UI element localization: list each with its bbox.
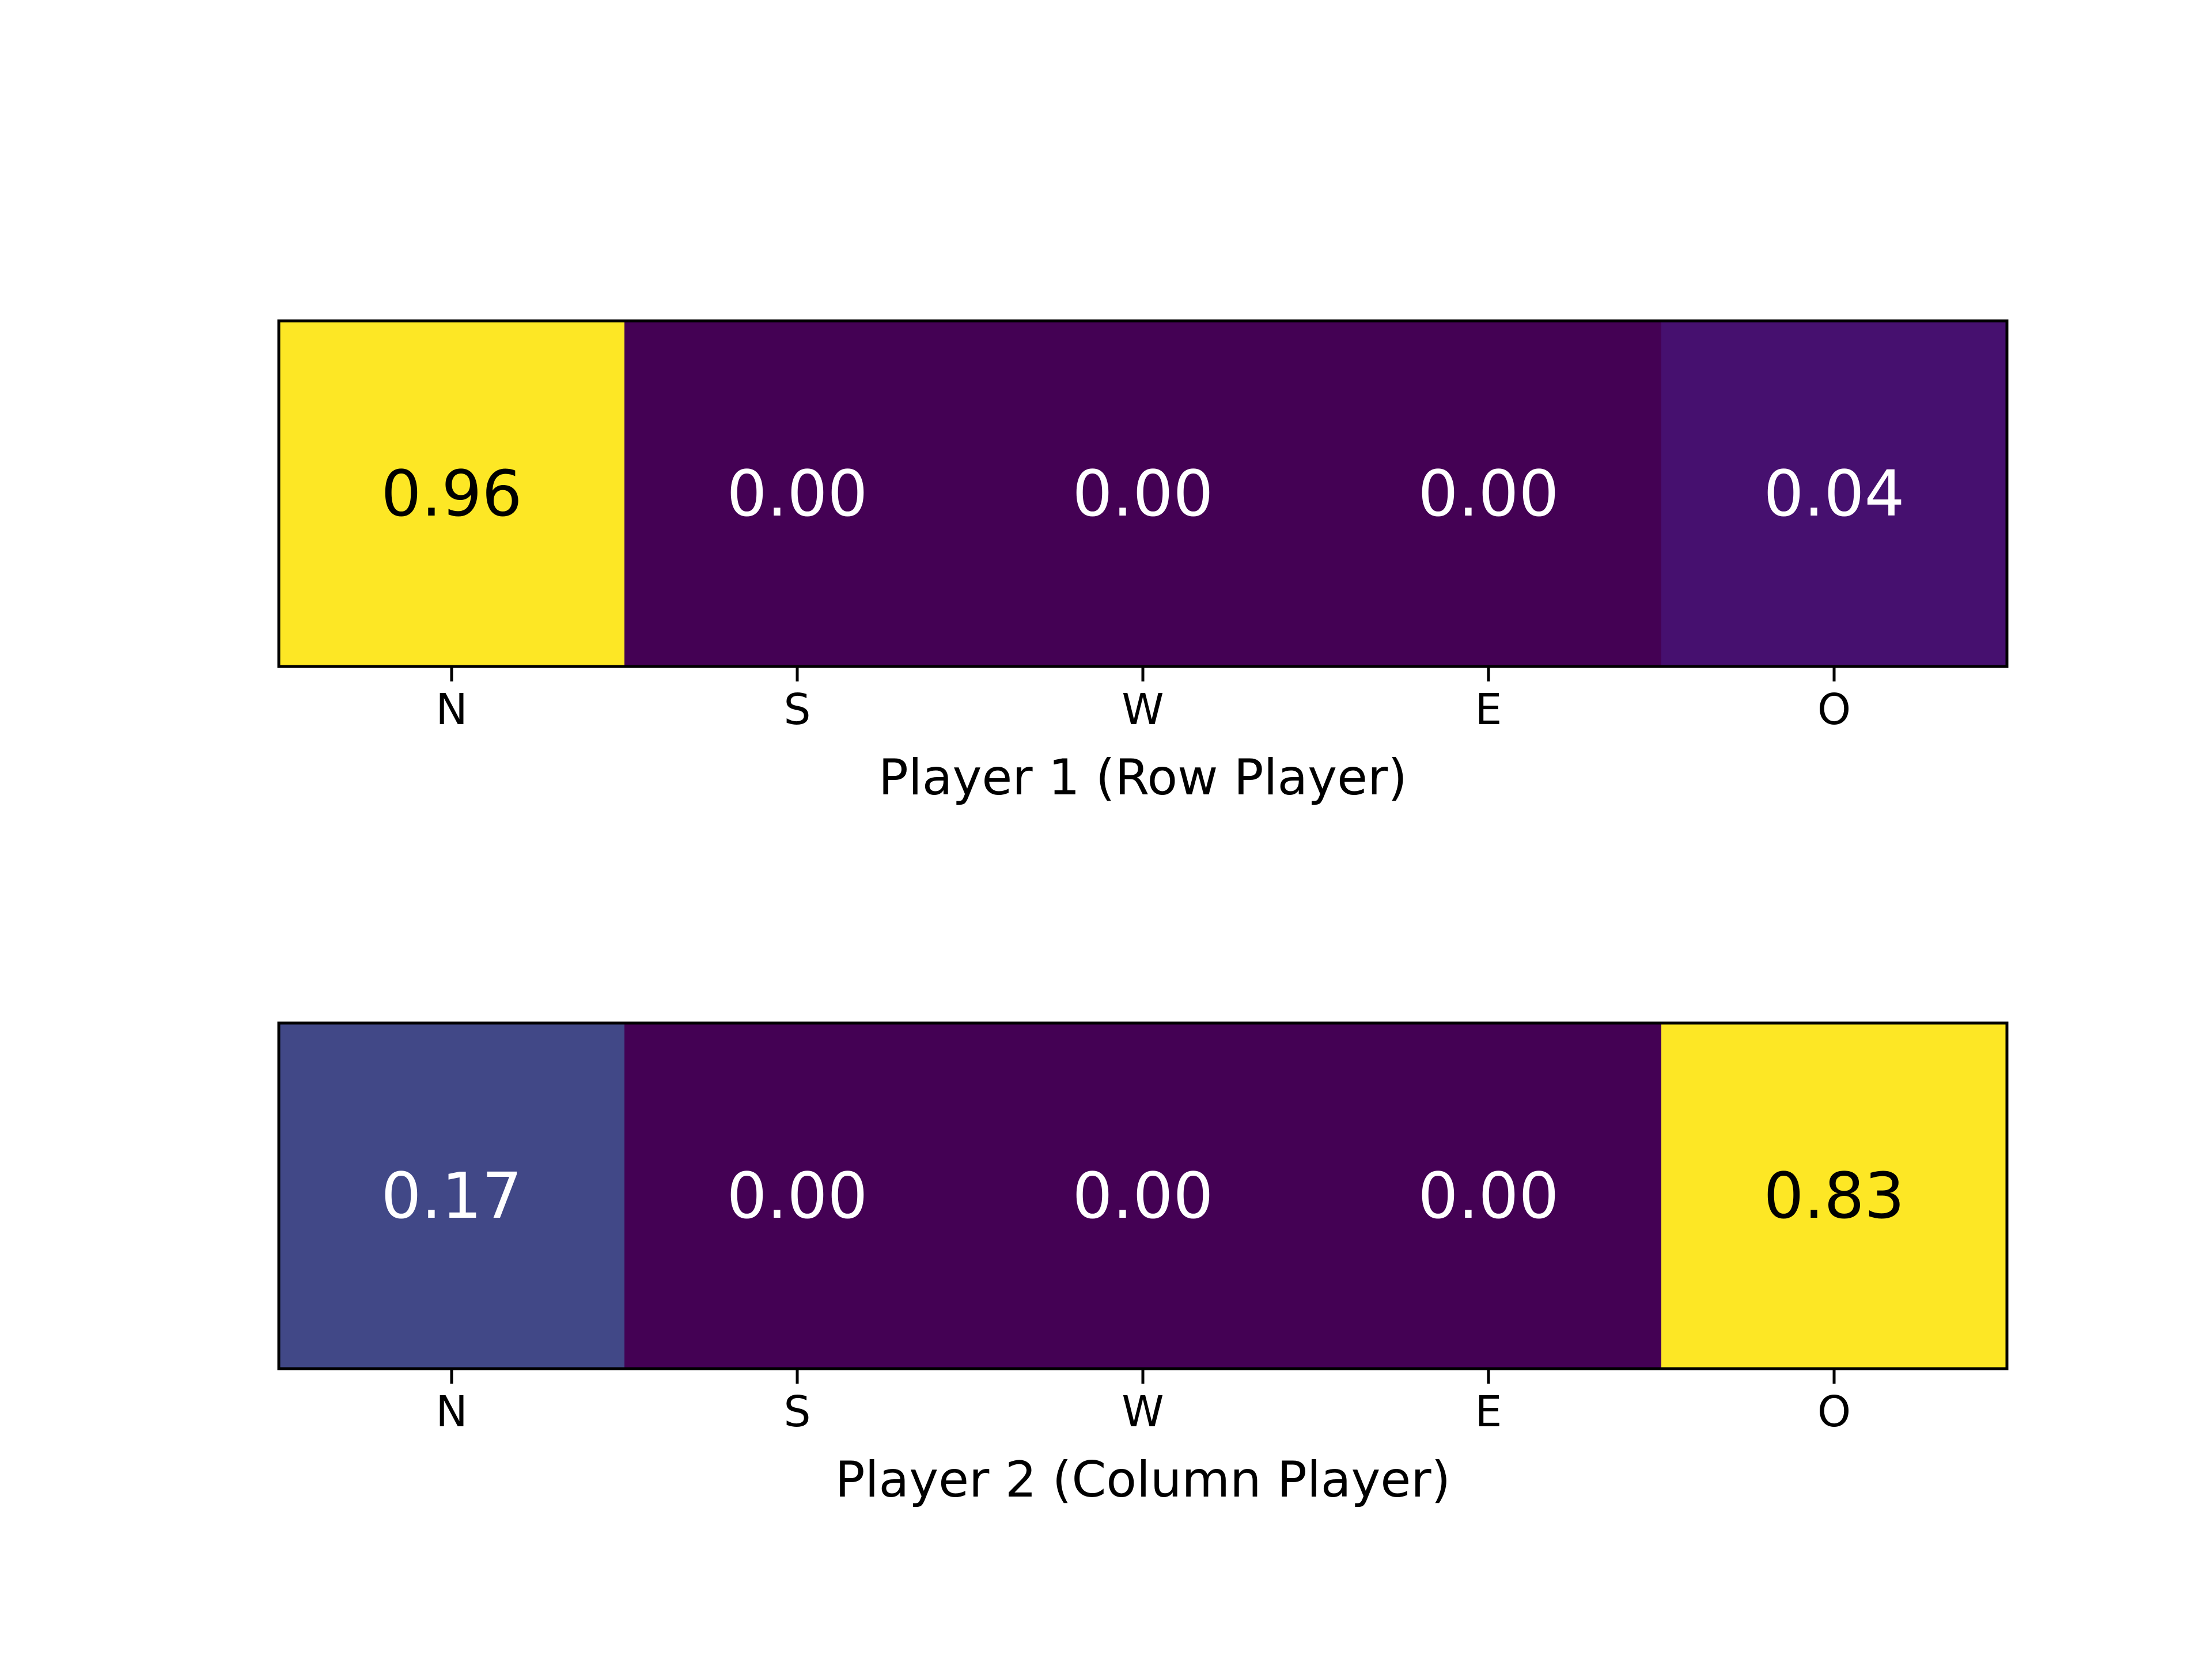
player-2-cell-w	[970, 1023, 1316, 1369]
player-1-heatmap: 0.96 0.00 0.00 0.00 0.04 N S W E O Player 1 (Row…	[277, 319, 2009, 806]
player-2-cell-value-w: 0.00	[1073, 1159, 1214, 1233]
player-1-cell-value-e: 0.00	[1418, 457, 1559, 531]
player-1-tick-label-e: E	[1475, 685, 1502, 734]
player-1-cell-value-o: 0.04	[1764, 457, 1905, 531]
player-2-cell-value-n: 0.17	[381, 1159, 522, 1233]
player-1-tick-label-n: N	[435, 685, 467, 734]
player-2-cell-e	[1316, 1023, 1662, 1369]
player-1-cell-e	[1316, 321, 1662, 666]
player-1-tick-label-o: O	[1817, 685, 1851, 734]
player-1-tick-label-w: W	[1122, 685, 1164, 734]
player-2-cell-value-o: 0.83	[1764, 1159, 1905, 1233]
player-2-tick-label-s: S	[784, 1387, 811, 1437]
player-1-cells: 0.96 0.00 0.00 0.00 0.04	[279, 321, 2008, 666]
player-2-x-axis-label: Player 2 (Column Player)	[835, 1451, 1450, 1509]
player-2-cells: 0.17 0.00 0.00 0.00 0.83	[279, 1023, 2008, 1369]
player-2-tick-label-w: W	[1122, 1387, 1164, 1437]
player-2-cell-s	[624, 1023, 971, 1369]
player-1-cell-s	[624, 321, 971, 666]
player-2-tick-label-e: E	[1475, 1387, 1502, 1437]
player-1-cell-value-w: 0.00	[1073, 457, 1214, 531]
player-1-cell-o	[1661, 321, 2008, 666]
player-1-cell-w	[970, 321, 1316, 666]
player-2-cell-value-e: 0.00	[1418, 1159, 1559, 1233]
player-2-cell-n	[279, 1023, 625, 1369]
player-2-cell-o	[1661, 1023, 2008, 1369]
player-1-tick-label-s: S	[784, 685, 811, 734]
player-2-tick-label-n: N	[435, 1387, 467, 1437]
player-1-cell-value-s: 0.00	[727, 457, 868, 531]
player-1-cell-n	[279, 321, 625, 666]
player-1-x-axis-label: Player 1 (Row Player)	[878, 749, 1407, 806]
player-2-cell-value-s: 0.00	[727, 1159, 868, 1233]
player-1-cell-value-n: 0.96	[381, 457, 522, 531]
player-2-heatmap: 0.17 0.00 0.00 0.00 0.83 N S W E O Player 2 (Col…	[277, 1021, 2009, 1509]
player-2-tick-label-o: O	[1817, 1387, 1851, 1437]
